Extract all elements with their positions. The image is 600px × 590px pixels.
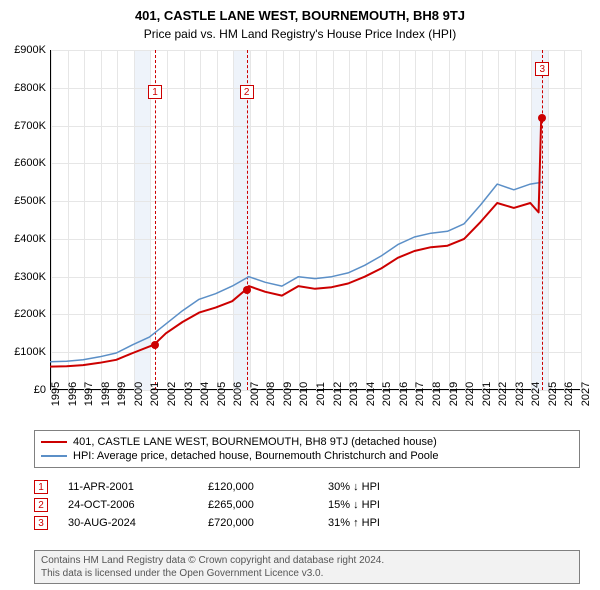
ytick-label: £100K xyxy=(14,346,46,358)
footer-line-1: Contains HM Land Registry data © Crown c… xyxy=(41,554,573,567)
event-delta: 31% ↑ HPI xyxy=(328,517,380,529)
event-delta: 30% ↓ HPI xyxy=(328,481,380,493)
legend-swatch xyxy=(41,455,67,457)
xtick-label: 1999 xyxy=(116,382,128,406)
chart-subtitle: Price paid vs. HM Land Registry's House … xyxy=(0,23,600,41)
xtick-label: 2014 xyxy=(365,382,377,406)
xtick-label: 2010 xyxy=(298,382,310,406)
xtick-label: 1996 xyxy=(67,382,79,406)
xtick-label: 2007 xyxy=(249,382,261,406)
xtick-label: 2027 xyxy=(580,382,592,406)
event-price: £120,000 xyxy=(208,481,328,493)
event-table: 1 11-APR-2001£120,00030% ↓ HPI 2 24-OCT-200… xyxy=(34,478,580,532)
footer-attribution: Contains HM Land Registry data © Crown c… xyxy=(34,550,580,584)
ytick-label: £900K xyxy=(14,44,46,56)
xtick-label: 2009 xyxy=(282,382,294,406)
xtick-label: 2013 xyxy=(348,382,360,406)
xtick-label: 2008 xyxy=(265,382,277,406)
ytick-label: £300K xyxy=(14,271,46,283)
xtick-label: 1995 xyxy=(50,382,62,406)
event-price: £720,000 xyxy=(208,517,328,529)
legend-swatch xyxy=(41,441,67,443)
legend: 401, CASTLE LANE WEST, BOURNEMOUTH, BH8 … xyxy=(34,430,580,468)
ytick-label: £0 xyxy=(34,384,46,396)
series-price_paid xyxy=(50,118,541,367)
ytick-label: £400K xyxy=(14,233,46,245)
xtick-label: 2006 xyxy=(232,382,244,406)
ytick-label: £800K xyxy=(14,82,46,94)
xtick-label: 2020 xyxy=(464,382,476,406)
xtick-label: 2019 xyxy=(448,382,460,406)
legend-label: HPI: Average price, detached house, Bour… xyxy=(73,450,438,462)
event-number-box: 1 xyxy=(34,480,48,494)
event-price: £265,000 xyxy=(208,499,328,511)
xtick-label: 2023 xyxy=(514,382,526,406)
xtick-label: 2022 xyxy=(497,382,509,406)
xtick-label: 2024 xyxy=(530,382,542,406)
xtick-label: 2000 xyxy=(133,382,145,406)
event-date: 24-OCT-2006 xyxy=(68,499,208,511)
xtick-label: 2002 xyxy=(166,382,178,406)
chart-lines xyxy=(50,50,580,390)
xtick-label: 2025 xyxy=(547,382,559,406)
event-row: 2 24-OCT-2006£265,00015% ↓ HPI xyxy=(34,496,580,514)
xtick-label: 2017 xyxy=(414,382,426,406)
xtick-label: 2015 xyxy=(381,382,393,406)
chart-title: 401, CASTLE LANE WEST, BOURNEMOUTH, BH8 … xyxy=(0,0,600,23)
ytick-label: £600K xyxy=(14,157,46,169)
chart-container: 401, CASTLE LANE WEST, BOURNEMOUTH, BH8 … xyxy=(0,0,600,590)
event-date: 11-APR-2001 xyxy=(68,481,208,493)
event-row: 3 30-AUG-2024£720,00031% ↑ HPI xyxy=(34,514,580,532)
xtick-label: 2001 xyxy=(149,382,161,406)
gridline-v xyxy=(581,50,582,390)
xtick-label: 2005 xyxy=(216,382,228,406)
chart-area: 123 £0£100K£200K£300K£400K£500K£600K£700… xyxy=(50,50,580,390)
ytick-label: £200K xyxy=(14,308,46,320)
event-date: 30-AUG-2024 xyxy=(68,517,208,529)
legend-row: 401, CASTLE LANE WEST, BOURNEMOUTH, BH8 … xyxy=(41,435,573,449)
xtick-label: 1997 xyxy=(83,382,95,406)
xtick-label: 2011 xyxy=(315,382,327,406)
xtick-label: 2012 xyxy=(332,382,344,406)
footer-line-2: This data is licensed under the Open Gov… xyxy=(41,567,573,580)
event-delta: 15% ↓ HPI xyxy=(328,499,380,511)
xtick-label: 2004 xyxy=(199,382,211,406)
legend-row: HPI: Average price, detached house, Bour… xyxy=(41,449,573,463)
ytick-label: £700K xyxy=(14,120,46,132)
event-number-box: 3 xyxy=(34,516,48,530)
xtick-label: 2018 xyxy=(431,382,443,406)
xtick-label: 2026 xyxy=(563,382,575,406)
xtick-label: 2021 xyxy=(481,382,493,406)
legend-label: 401, CASTLE LANE WEST, BOURNEMOUTH, BH8 … xyxy=(73,436,437,448)
event-number-box: 2 xyxy=(34,498,48,512)
xtick-label: 1998 xyxy=(100,382,112,406)
xtick-label: 2003 xyxy=(183,382,195,406)
xtick-label: 2016 xyxy=(398,382,410,406)
series-hpi xyxy=(50,182,542,362)
event-row: 1 11-APR-2001£120,00030% ↓ HPI xyxy=(34,478,580,496)
ytick-label: £500K xyxy=(14,195,46,207)
